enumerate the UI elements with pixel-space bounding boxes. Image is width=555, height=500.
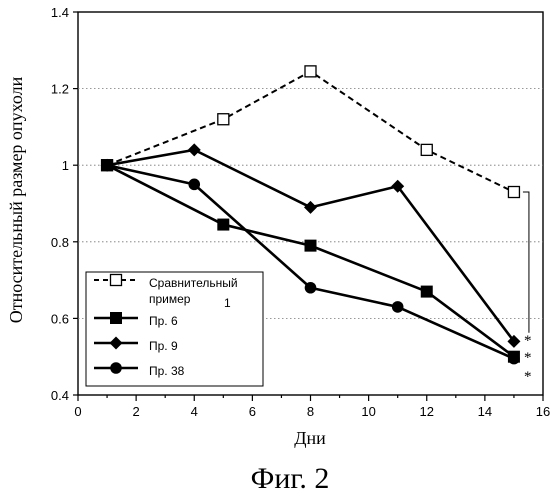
y-tick-label-1.4: 1.4 [51, 5, 69, 20]
point-pr38-4 [188, 179, 200, 191]
point-pr38-11 [392, 301, 404, 313]
significance-mark-3: * [524, 369, 532, 385]
legend-label-comparative-line2: пример [149, 292, 191, 306]
y-tick-label-0.4: 0.4 [51, 388, 69, 403]
x-tick-label-14: 14 [478, 404, 492, 419]
point-comparative-15 [508, 187, 519, 198]
y-tick-label-0.6: 0.6 [51, 311, 69, 326]
legend-marker-pr38 [110, 362, 122, 374]
point-comparative-5 [218, 114, 229, 125]
significance-mark-1: * [524, 333, 532, 349]
y-axis-label: Относительный размер опухоли [6, 76, 26, 323]
legend-marker-pr6 [110, 312, 122, 324]
x-tick-label-16: 16 [536, 404, 550, 419]
significance-mark-2: * [524, 350, 532, 366]
figure-caption: Фиг. 2 [251, 462, 330, 495]
x-tick-label-8: 8 [307, 404, 314, 419]
x-tick-label-10: 10 [361, 404, 375, 419]
bracket-line [523, 192, 529, 333]
legend-label-pr6: Пр. 6 [149, 314, 178, 328]
x-tick-label-6: 6 [249, 404, 256, 419]
x-tick-label-12: 12 [420, 404, 434, 419]
legend-label-pr9: Пр. 9 [149, 339, 178, 353]
y-tick-label-1.2: 1.2 [51, 82, 69, 97]
legend-label-pr38: Пр. 38 [149, 364, 185, 378]
point-pr38-1 [101, 159, 113, 171]
point-comparative-8 [305, 66, 316, 77]
x-axis-label: Дни [294, 428, 326, 448]
y-tick-label-1: 1 [62, 158, 69, 173]
point-pr6-5 [217, 219, 229, 231]
legend-label-comparative-line3: 1 [224, 296, 231, 310]
series-line-comparative [107, 71, 514, 192]
x-tick-label-0: 0 [74, 404, 81, 419]
x-tick-label-2: 2 [133, 404, 140, 419]
point-pr38-8 [305, 282, 317, 294]
legend-label-comparative-line1: Сравнительный [149, 276, 238, 290]
point-pr6-12 [421, 286, 433, 298]
point-pr9-8 [304, 201, 317, 214]
legend-marker-comparative [111, 275, 122, 286]
point-pr38-15 [508, 353, 520, 365]
point-pr6-8 [305, 240, 317, 252]
significance-bracket [523, 192, 529, 333]
legend: Сравнительный пример 1 Пр. 6 Пр. 9 Пр. 3… [86, 272, 263, 386]
x-tick-label-4: 4 [191, 404, 198, 419]
point-pr9-4 [188, 143, 201, 156]
y-tick-label-0.8: 0.8 [51, 235, 69, 250]
point-comparative-12 [421, 144, 432, 155]
